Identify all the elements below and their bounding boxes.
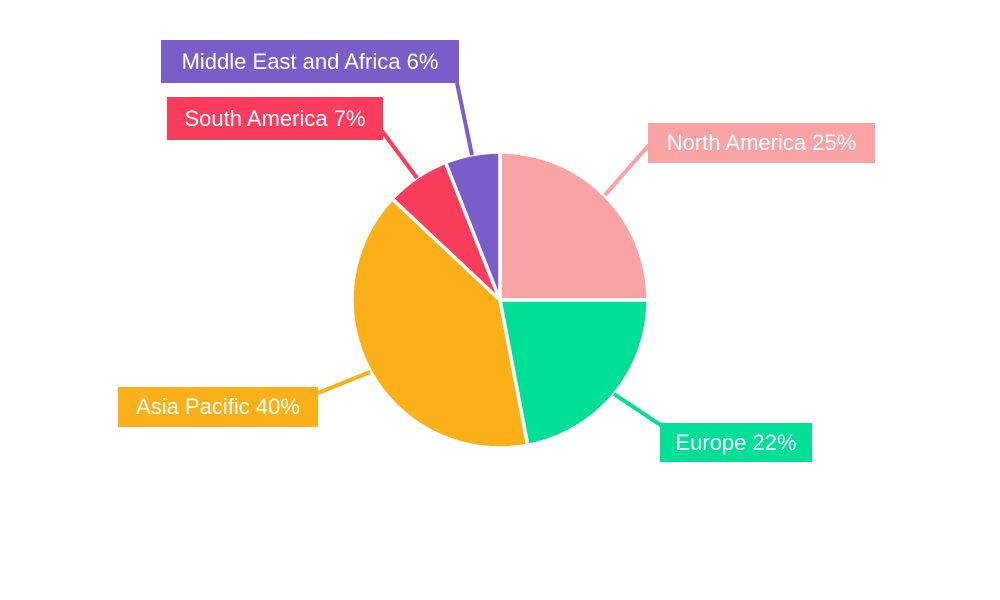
leader-line-north-america bbox=[603, 143, 651, 197]
leader-line-south-america bbox=[380, 129, 419, 180]
pie-label-europe: Europe 22% bbox=[660, 423, 812, 462]
pie-label-north-america: North America 25% bbox=[648, 123, 875, 163]
leader-line-middle-east-and-africa bbox=[455, 82, 474, 156]
leader-line-europe bbox=[612, 392, 664, 428]
pie-slice-north-america[interactable] bbox=[498, 150, 650, 302]
pie-label-south-america: South America 7% bbox=[167, 97, 383, 140]
pie-label-asia-pacific: Asia Pacific 40% bbox=[118, 387, 318, 427]
pie-slice-asia-pacific[interactable] bbox=[350, 196, 530, 450]
pie-label-middle-east-and-africa: Middle East and Africa 6% bbox=[161, 40, 459, 83]
leader-line-asia-pacific bbox=[317, 370, 371, 395]
